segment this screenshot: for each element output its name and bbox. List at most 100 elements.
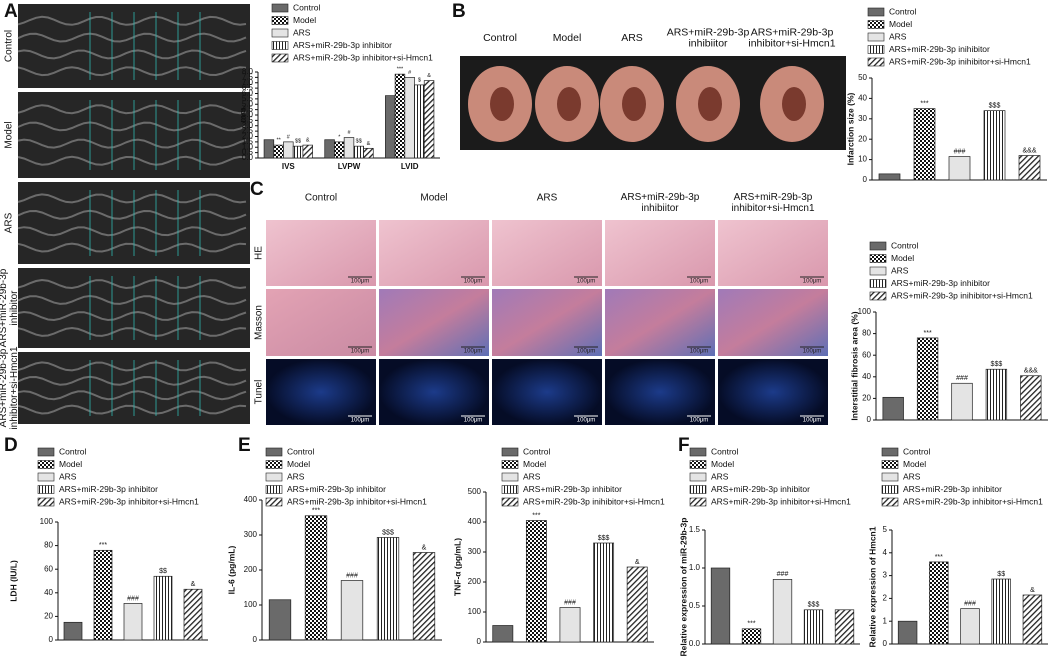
echo-trace bbox=[17, 15, 247, 26]
image-label: ARS+miR-29b-3p bbox=[667, 26, 750, 38]
legend-label: ARS+miR-29b-3p inhibitor bbox=[59, 484, 158, 494]
panel-letter: A bbox=[4, 1, 18, 22]
bar bbox=[913, 108, 936, 181]
bar bbox=[1022, 594, 1043, 645]
legend-label: Model bbox=[523, 459, 546, 469]
image-label: ARS bbox=[4, 212, 15, 233]
y-tick-label: 0 bbox=[883, 639, 888, 648]
legend-swatch bbox=[881, 460, 899, 469]
legend-label: ARS+miR-29b-3p inhibitor bbox=[523, 484, 622, 494]
y-tick-label: 0.5 bbox=[242, 148, 254, 157]
heart-lumen bbox=[490, 87, 514, 121]
legend-swatch bbox=[265, 460, 283, 469]
legend-swatch bbox=[271, 53, 289, 63]
y-tick-label: 40 bbox=[44, 588, 53, 597]
legend-swatch bbox=[265, 447, 283, 457]
image-label: ARS+miR-29b-3p bbox=[751, 26, 834, 38]
image-label: Control bbox=[4, 30, 15, 62]
scale-bar-label: 100μm bbox=[464, 349, 482, 355]
legend-label: ARS+miR-29b-3p inihibitor+si-Hmcn1 bbox=[523, 496, 665, 506]
scale-bar-label: 100μm bbox=[577, 349, 595, 355]
image-label: inhibitor bbox=[9, 290, 20, 326]
legend-label: ARS+miR-29b-3p inhibitor+si-Hmcn1 bbox=[287, 496, 427, 506]
echo-trace bbox=[17, 121, 247, 132]
legend-label: ARS+miR-29b-3p inhibitor bbox=[891, 278, 990, 288]
bar bbox=[559, 607, 581, 643]
bar bbox=[593, 542, 615, 643]
bar bbox=[304, 515, 328, 641]
histology-image bbox=[379, 359, 489, 425]
bar bbox=[385, 95, 396, 159]
legend-label: Control bbox=[711, 446, 739, 456]
y-tick-label: 0 bbox=[477, 637, 482, 646]
y-tick-label: 100 bbox=[40, 517, 54, 526]
y-axis-label: TNF-α (pg/mL) bbox=[452, 538, 462, 596]
echo-trace bbox=[17, 326, 247, 338]
significance-mark: & bbox=[422, 544, 427, 551]
scale-bar-label: 100μm bbox=[803, 418, 821, 424]
bar bbox=[951, 382, 973, 421]
legend-swatch bbox=[501, 497, 519, 507]
echo-trace bbox=[17, 310, 247, 322]
significance-mark: *** bbox=[920, 100, 928, 107]
bar bbox=[948, 156, 971, 181]
legend-swatch bbox=[869, 241, 887, 251]
legend-label: ARS+miR-29b-3p inihibitor+si-Hmcn1 bbox=[889, 56, 1031, 66]
image-label: ARS bbox=[621, 32, 643, 44]
bar bbox=[93, 549, 113, 641]
legend-label: Model bbox=[293, 15, 316, 25]
bar bbox=[492, 625, 514, 643]
bar bbox=[183, 588, 203, 641]
image-label: inhibiitor bbox=[641, 203, 679, 214]
bar bbox=[1020, 375, 1042, 421]
legend-label: ARS+miR-29b-3p inhibitor bbox=[287, 484, 386, 494]
legend-swatch bbox=[869, 266, 887, 276]
histology-image bbox=[492, 220, 602, 286]
histology-image bbox=[379, 289, 489, 356]
bar bbox=[741, 628, 762, 645]
legend-label: ARS bbox=[891, 265, 909, 275]
legend-swatch bbox=[689, 472, 707, 482]
histology-image bbox=[718, 359, 828, 425]
scale-bar-label: 100μm bbox=[803, 279, 821, 285]
scale-bar-label: 100μm bbox=[803, 349, 821, 355]
significance-mark: &&& bbox=[1022, 147, 1036, 154]
significance-mark: *** bbox=[397, 67, 404, 73]
legend-swatch bbox=[689, 460, 707, 469]
scale-bar-label: 100μm bbox=[464, 418, 482, 424]
significance-mark: $$$ bbox=[989, 102, 1001, 109]
echo-trace bbox=[17, 104, 247, 115]
heart-lumen bbox=[622, 87, 646, 121]
bar bbox=[423, 80, 435, 159]
significance-mark: $$$ bbox=[598, 535, 610, 542]
y-tick-label: 100 bbox=[858, 307, 872, 316]
legend-swatch bbox=[689, 497, 707, 507]
significance-mark: & bbox=[635, 559, 640, 566]
significance-mark: *** bbox=[747, 621, 755, 628]
legend-label: Control bbox=[903, 446, 931, 456]
bar bbox=[340, 580, 364, 641]
legend-swatch bbox=[37, 472, 55, 482]
y-tick-label: 1.0 bbox=[689, 563, 701, 572]
significance-mark: $$ bbox=[295, 139, 301, 145]
scale-bar-label: 100μm bbox=[690, 349, 708, 355]
image-label: ARS+miR-29b-3p bbox=[0, 268, 9, 347]
legend-swatch bbox=[881, 497, 899, 507]
legend-swatch bbox=[501, 460, 519, 469]
y-tick-label: 4.0 bbox=[242, 110, 254, 119]
image-label: ARS+miR-29b-3p bbox=[621, 192, 700, 203]
bar bbox=[772, 579, 793, 645]
scale-bar-label: 100μm bbox=[690, 418, 708, 424]
significance-mark: $$ bbox=[159, 568, 167, 575]
y-tick-label: 40 bbox=[858, 94, 867, 103]
significance-mark: ### bbox=[954, 148, 966, 155]
y-tick-label: 4.5 bbox=[242, 105, 254, 114]
echo-trace bbox=[17, 226, 247, 237]
legend-swatch bbox=[271, 28, 289, 38]
significance-mark: # bbox=[287, 134, 291, 140]
bar bbox=[1018, 155, 1041, 181]
significance-mark: & bbox=[427, 73, 431, 79]
legend-swatch bbox=[37, 447, 55, 457]
row-label: HE bbox=[254, 246, 265, 260]
y-tick-label: 4 bbox=[883, 548, 888, 557]
